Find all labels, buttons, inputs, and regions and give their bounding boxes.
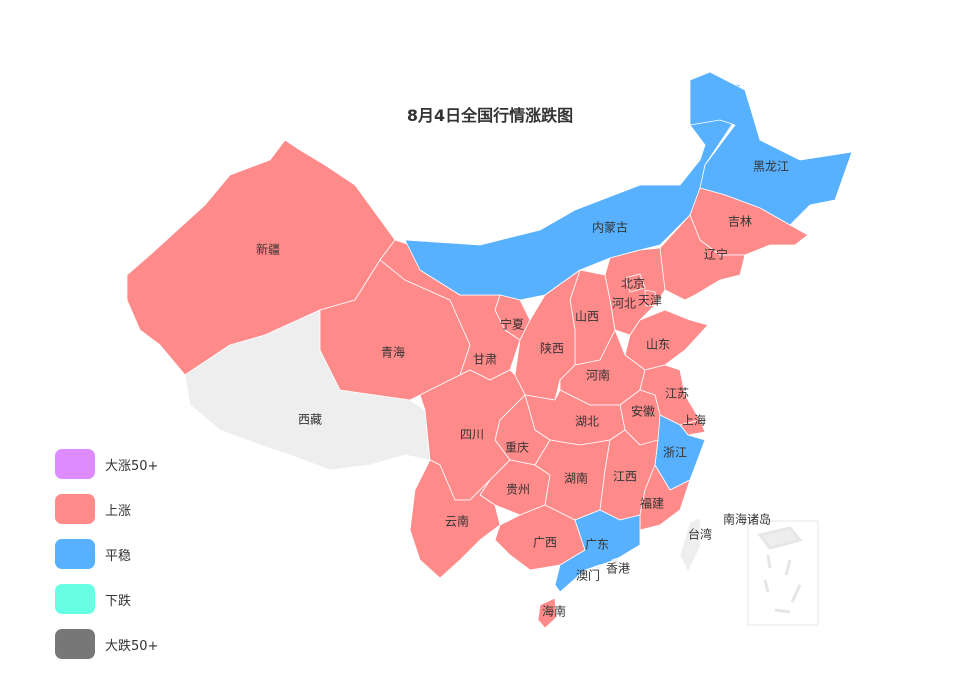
legend-swatch (55, 539, 95, 569)
region-beijing[interactable] (624, 273, 646, 293)
legend-item-big-rise[interactable]: 大涨50+ (55, 449, 158, 479)
region-label-zhejiang: 浙江 (663, 446, 687, 460)
region-neimenggu[interactable] (404, 79, 741, 301)
legend-label: 大跌50+ (105, 638, 159, 654)
region-xianggang[interactable] (611, 557, 620, 565)
region-label-chongqing: 重庆 (505, 441, 529, 455)
region-label-xianggang: 香港 (606, 562, 630, 576)
region-heilongjiang[interactable] (689, 71, 853, 226)
region-label-nanhai: 南海诸岛 (723, 512, 771, 527)
region-label-sichuan: 四川 (460, 428, 484, 442)
region-label-heilongjiang: 黑龙江 (753, 160, 789, 174)
region-label-hainan: 海南 (542, 604, 566, 619)
legend-item-big-fall[interactable]: 大跌50+ (55, 629, 158, 659)
region-tianjin[interactable] (644, 289, 658, 307)
region-label-shaanxi: 陕西 (540, 341, 564, 356)
region-label-taiwan: 台湾 (688, 527, 712, 542)
region-label-henan: 河南 (586, 368, 610, 383)
region-label-jiangxi: 江西 (613, 470, 637, 484)
region-label-qinghai: 青海 (381, 345, 405, 360)
region-label-guangdong: 广东 (585, 538, 609, 552)
legend: 大涨50+ 上涨 平稳 下跌 大跌50+ (55, 449, 158, 674)
region-label-yunnan: 云南 (445, 514, 469, 529)
legend-swatch (55, 584, 95, 614)
region-nanhai-inset[interactable] (747, 520, 819, 626)
region-label-anhui: 安徽 (631, 404, 655, 419)
legend-item-fall[interactable]: 下跌 (55, 584, 158, 614)
legend-label: 平稳 (105, 548, 132, 564)
region-label-guizhou: 贵州 (506, 483, 530, 497)
legend-swatch (55, 449, 95, 479)
region-label-shanxi: 山西 (575, 310, 599, 324)
legend-label: 上涨 (105, 503, 132, 519)
region-hainan[interactable] (537, 597, 557, 629)
region-taiwan[interactable] (679, 517, 702, 573)
region-fujian[interactable] (639, 464, 691, 531)
region-label-shandong: 山东 (646, 338, 670, 352)
region-label-jiangsu: 江苏 (665, 387, 689, 401)
region-label-liaoning: 辽宁 (704, 247, 728, 262)
region-label-tianjin: 天津 (638, 294, 662, 308)
legend-item-rise[interactable]: 上涨 (55, 494, 158, 524)
region-label-fujian: 福建 (640, 496, 664, 511)
region-aomen[interactable] (595, 564, 601, 570)
legend-swatch (55, 494, 95, 524)
region-label-guangxi: 广西 (533, 536, 557, 550)
region-label-xinjiang: 新疆 (256, 242, 280, 257)
legend-label: 下跌 (105, 593, 132, 609)
region-label-gansu: 甘肃 (473, 353, 497, 367)
nanhai-islands (757, 526, 803, 614)
region-ningxia[interactable] (494, 294, 531, 341)
map-title: 8月4日全国行情涨跌图 (406, 106, 574, 125)
region-label-jilin: 吉林 (728, 215, 752, 229)
region-label-hebei: 河北 (612, 297, 636, 311)
region-label-hubei: 湖北 (575, 414, 599, 429)
region-label-hunan: 湖南 (564, 471, 588, 486)
region-label-shanghai: 上海 (682, 413, 706, 428)
legend-label: 大涨50+ (105, 458, 159, 474)
region-label-xizang: 西藏 (298, 413, 322, 427)
legend-item-stable[interactable]: 平稳 (55, 539, 158, 569)
region-label-aomen: 澳门 (576, 568, 600, 583)
legend-swatch (55, 629, 95, 659)
region-label-ningxia: 宁夏 (500, 317, 524, 332)
region-label-neimenggu: 内蒙古 (592, 220, 628, 235)
region-label-beijing: 北京 (621, 277, 645, 291)
